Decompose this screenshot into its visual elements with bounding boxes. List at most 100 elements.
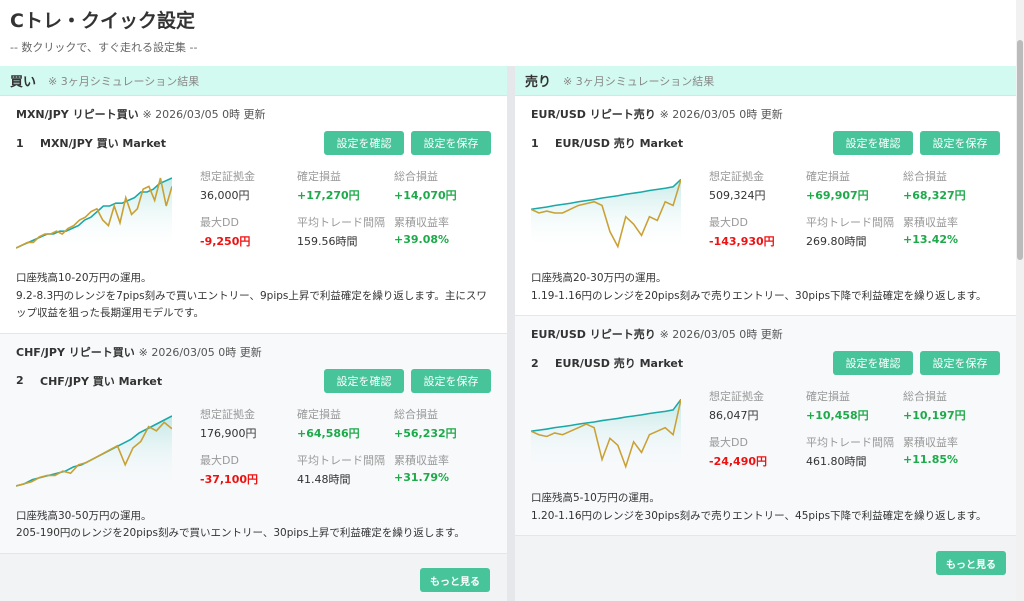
metric-value: -9,250円 bbox=[200, 235, 251, 248]
metric-value: 86,047円 bbox=[709, 409, 759, 422]
pnl-sparkline bbox=[16, 414, 172, 490]
metric-label: 最大DD bbox=[709, 436, 748, 449]
total-pnl-line bbox=[16, 177, 172, 249]
save-settings-button[interactable]: 設定を保存 bbox=[411, 368, 491, 393]
more-button[interactable]: もっと見る bbox=[936, 551, 1006, 575]
page-title: Cトレ・クイック設定 bbox=[10, 10, 195, 32]
metric-label: 累積収益率 bbox=[903, 436, 958, 449]
metric-cumret: 累積収益率 +13.42% bbox=[903, 214, 1000, 260]
metric-total: 総合損益 +68,327円 bbox=[903, 168, 1000, 214]
pnl-sparkline bbox=[531, 178, 681, 251]
settled-area bbox=[531, 399, 681, 471]
metric-value: -24,490円 bbox=[709, 455, 768, 468]
scrollbar-thumb[interactable] bbox=[1017, 40, 1023, 260]
metric-label: 最大DD bbox=[709, 216, 748, 229]
metric-label: 平均トレード間隔 bbox=[806, 436, 894, 449]
metric-interval: 平均トレード間隔 461.80時間 bbox=[806, 434, 903, 480]
metric-maxdd: 最大DD -9,250円 bbox=[200, 214, 297, 260]
metric-label: 平均トレード間隔 bbox=[297, 453, 385, 467]
metric-value: +64,586円 bbox=[297, 426, 360, 440]
metric-value: +56,232円 bbox=[394, 426, 457, 440]
save-settings-button[interactable]: 設定を保存 bbox=[411, 131, 491, 155]
metric-label: 確定損益 bbox=[806, 170, 850, 183]
card-index: 1 bbox=[531, 136, 539, 150]
metric-value: +68,327円 bbox=[903, 189, 966, 202]
metric-cumret: 累積収益率 +11.85% bbox=[903, 434, 1000, 480]
card-updated: ※ 2026/03/05 0時 更新 bbox=[138, 345, 262, 359]
card-body: 想定証拠金 176,900円 確定損益 +64,586円 総合損益 +56,232円 最大D… bbox=[16, 406, 491, 498]
page-subtitle: -- 数クリックで、すぐ走れる設定集 -- bbox=[10, 41, 198, 54]
metric-value: 176,900円 bbox=[200, 426, 257, 440]
scrollbar[interactable] bbox=[1016, 0, 1024, 601]
setting-card: MXN/JPY リピート買い ※ 2026/03/05 0時 更新 1 MXN/JP… bbox=[0, 96, 507, 334]
description-line: 205-190円のレンジを20pips刻みで買いエントリー、30pips上昇で利… bbox=[16, 527, 465, 539]
total-pnl-line bbox=[16, 420, 172, 487]
metric-label: 累積収益率 bbox=[394, 453, 449, 467]
column-note: ※ 3ヶ月シミュレーション結果 bbox=[48, 74, 200, 88]
metric-value: 41.48時間 bbox=[297, 472, 351, 486]
metrics-grid: 想定証拠金 36,000円 確定損益 +17,270円 総合損益 +14,070円 最大DD… bbox=[200, 168, 491, 260]
more-button[interactable]: もっと見る bbox=[420, 568, 490, 592]
metric-margin: 想定証拠金 86,047円 bbox=[709, 388, 806, 434]
column-title: 買い bbox=[10, 75, 37, 90]
metric-value: +69,907円 bbox=[806, 189, 869, 202]
metric-label: 確定損益 bbox=[297, 170, 341, 183]
column-title: 売り bbox=[525, 75, 552, 90]
confirm-settings-button[interactable]: 設定を確認 bbox=[833, 351, 913, 375]
card-pair: CHF/JPY リピート買い bbox=[16, 345, 135, 359]
settled-area bbox=[16, 415, 172, 490]
description-line: 口座残高30-50万円の運用。 bbox=[16, 509, 152, 522]
metric-label: 確定損益 bbox=[297, 407, 341, 421]
card-name: CHF/JPY 買い Market bbox=[40, 374, 163, 388]
metric-margin: 想定証拠金 509,324円 bbox=[709, 168, 806, 214]
card-body: 想定証拠金 509,324円 確定損益 +69,907円 総合損益 +68,327円最大D… bbox=[531, 168, 1000, 260]
setting-card: EUR/USD リピート売り ※ 2026/03/05 0時 更新 1 EUR/US… bbox=[515, 96, 1016, 316]
total-pnl-line bbox=[531, 179, 681, 249]
metric-value: +39.08% bbox=[394, 233, 450, 246]
metric-value: +11.85% bbox=[903, 453, 959, 466]
metric-interval: 平均トレード間隔 269.80時間 bbox=[806, 214, 903, 260]
metric-value: 159.56時間 bbox=[297, 235, 358, 248]
metric-label: 最大DD bbox=[200, 453, 239, 467]
metric-total: 総合損益 +10,197円 bbox=[903, 388, 1000, 434]
metric-realized: 確定損益 +17,270円 bbox=[297, 168, 394, 214]
card-body: 想定証拠金 36,000円 確定損益 +17,270円 総合損益 +14,070円 最大DD… bbox=[16, 168, 491, 260]
card-name: EUR/USD 売り Market bbox=[555, 137, 684, 150]
metric-label: 総合損益 bbox=[394, 170, 438, 183]
metrics-grid: 想定証拠金 176,900円 確定損益 +64,586円 総合損益 +56,232円 最大D… bbox=[200, 406, 491, 498]
metric-label: 総合損益 bbox=[394, 407, 438, 421]
card-index: 2 bbox=[531, 356, 539, 370]
card-title-row: 2 EUR/USD 売り Market 設定を確認 設定を保存 bbox=[531, 350, 1000, 376]
metric-maxdd: 最大DD -24,490円 bbox=[709, 434, 806, 480]
card-heading: EUR/USD リピート売り ※ 2026/03/05 0時 更新 bbox=[531, 326, 1000, 348]
metric-realized: 確定損益 +64,586円 bbox=[297, 406, 394, 452]
metric-label: 平均トレード間隔 bbox=[297, 216, 385, 229]
metric-label: 累積収益率 bbox=[394, 216, 449, 229]
metric-value: -143,930円 bbox=[709, 235, 775, 248]
metric-label: 想定証拠金 bbox=[709, 170, 764, 183]
metric-label: 想定証拠金 bbox=[200, 170, 255, 183]
metric-label: 総合損益 bbox=[903, 170, 947, 183]
card-pair: EUR/USD リピート売り bbox=[531, 108, 656, 121]
card-heading: MXN/JPY リピート買い ※ 2026/03/05 0時 更新 bbox=[16, 106, 491, 128]
description-line: 9.2-8.3円のレンジを7pips刻みで買いエントリー、9pips上昇で利益確… bbox=[16, 289, 487, 320]
card-updated: ※ 2026/03/05 0時 更新 bbox=[142, 108, 266, 121]
setting-card: CHF/JPY リピート買い ※ 2026/03/05 0時 更新 2 CHF/JP… bbox=[0, 333, 507, 554]
metric-value: 269.80時間 bbox=[806, 235, 867, 248]
settled-pnl-line bbox=[531, 178, 681, 210]
confirm-settings-button[interactable]: 設定を確認 bbox=[324, 368, 404, 393]
metric-value: +10,197円 bbox=[903, 409, 966, 422]
card-pair: MXN/JPY リピート買い bbox=[16, 108, 139, 121]
metric-label: 総合損益 bbox=[903, 390, 947, 403]
metric-value: +17,270円 bbox=[297, 189, 360, 202]
card-index: 2 bbox=[16, 374, 24, 387]
confirm-settings-button[interactable]: 設定を確認 bbox=[833, 131, 913, 155]
card-updated: ※ 2026/03/05 0時 更新 bbox=[659, 108, 783, 121]
card-title-row: 1 EUR/USD 売り Market 設定を確認 設定を保存 bbox=[531, 130, 1000, 156]
metric-value: 461.80時間 bbox=[806, 455, 867, 468]
setting-card: EUR/USD リピート売り ※ 2026/03/05 0時 更新 2 EUR/US… bbox=[515, 316, 1016, 536]
save-settings-button[interactable]: 設定を保存 bbox=[920, 351, 1000, 375]
save-settings-button[interactable]: 設定を保存 bbox=[920, 131, 1000, 155]
column-header: 買い ※ 3ヶ月シミュレーション結果 bbox=[0, 66, 507, 96]
confirm-settings-button[interactable]: 設定を確認 bbox=[324, 131, 404, 155]
